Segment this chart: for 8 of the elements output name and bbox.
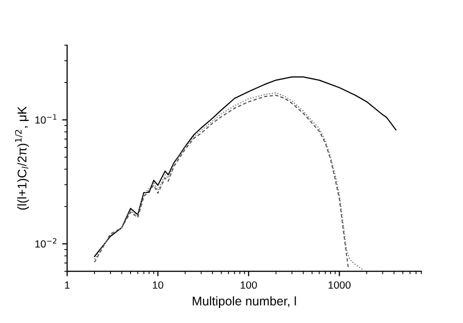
y-axis-title: (l(l+1)C$_{l}$/2π)$^{1/2}$, μK: [15, 106, 29, 210]
x-tick-label: 1000: [328, 281, 351, 289]
y-tick-label: 10$^{−1}$: [35, 114, 56, 124]
x-tick-label: 1: [65, 281, 70, 289]
x-tick-label: 10: [152, 281, 164, 289]
x-axis-title: Multipole number, l: [192, 296, 296, 308]
y-tick-label: 10$^{−2}$: [35, 238, 56, 248]
x-tick-label: 100: [240, 281, 257, 289]
